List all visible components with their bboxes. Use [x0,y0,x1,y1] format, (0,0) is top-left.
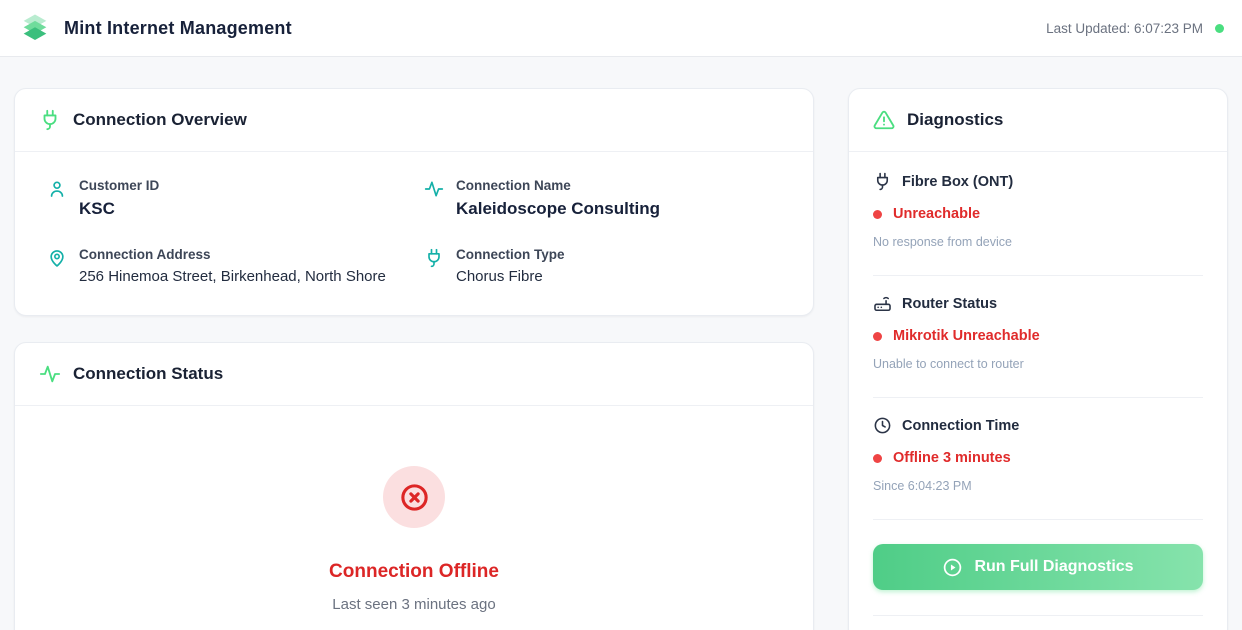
diagnostic-section-router: Router Status Mikrotik Unreachable Unabl… [873,276,1203,398]
connection-overview-header: Connection Overview [15,89,813,152]
activity-icon [39,365,61,383]
activity-icon [424,181,444,197]
main-content: Connection Overview Customer ID KSC [0,88,1242,630]
app-title: Mint Internet Management [64,17,292,38]
offline-state-label: Connection Offline [329,561,499,582]
section-detail: Unable to connect to router [873,357,1024,371]
brand: Mint Internet Management [18,11,292,45]
section-status: Mikrotik Unreachable [893,328,1040,344]
plug-icon [43,109,57,131]
run-button-label: Run Full Diagnostics [974,558,1134,575]
diagnostic-section-fibre-box: Fibre Box (ONT) Unreachable No response … [873,154,1203,276]
section-title: Fibre Box (ONT) [902,173,1014,190]
app-header: Mint Internet Management Last Updated: 6… [0,0,1242,57]
field-connection-name: Connection Name Kaleidoscope Consulting [424,178,781,219]
field-connection-type: Connection Type Chorus Fibre [424,247,781,285]
status-dot-icon [873,453,882,463]
live-status-dot-icon [1215,23,1224,33]
field-label: Connection Type [456,247,565,262]
diagnostics-title: Diagnostics [907,110,1004,129]
field-connection-address: Connection Address 256 Hinemoa Street, B… [47,247,404,285]
last-seen-label: Last seen 3 minutes ago [332,596,496,613]
connection-overview-card: Connection Overview Customer ID KSC [14,88,814,316]
router-icon [874,296,891,312]
x-circle-icon [400,483,428,511]
connection-status-title: Connection Status [73,364,224,383]
alert-triangle-icon [873,110,895,130]
section-status: Offline 3 minutes [893,450,1011,466]
status-dot-icon [873,331,882,341]
right-column: Diagnostics Fibre Box (ONT) Unreach [848,88,1228,630]
section-detail: Since 6:04:23 PM [873,479,972,493]
section-divider [873,615,1203,616]
left-column: Connection Overview Customer ID KSC [14,88,814,630]
run-full-diagnostics-button[interactable]: Run Full Diagnostics [873,544,1203,590]
user-icon [50,181,64,197]
section-title: Router Status [902,295,998,312]
play-circle-icon [944,558,962,576]
diagnostics-header: Diagnostics [849,89,1227,152]
connection-overview-title: Connection Overview [73,110,247,129]
field-label: Connection Name [456,178,571,193]
section-detail: No response from device [873,235,1012,249]
diagnostics-body: Fibre Box (ONT) Unreachable No response … [849,152,1227,630]
last-updated: Last Updated: 6:07:23 PM [1046,21,1224,36]
connection-status-card: Connection Status Connection Offline Las… [14,342,814,630]
section-title: Connection Time [902,417,1020,434]
field-value: KSC [79,199,115,218]
field-customer-id: Customer ID KSC [47,178,404,219]
last-updated-text: Last Updated: 6:07:23 PM [1046,20,1203,36]
field-value: Chorus Fibre [456,268,543,285]
layers-logo-icon [23,14,47,41]
plug-icon [428,248,440,268]
plug-icon [876,172,889,191]
field-value: 256 Hinemoa Street, Birkenhead, North Sh… [79,268,386,285]
diagnostics-card: Diagnostics Fibre Box (ONT) Unreach [848,88,1228,630]
field-value: Kaleidoscope Consulting [456,199,661,218]
map-pin-icon [50,250,64,267]
connection-status-body: Connection Offline Last seen 3 minutes a… [15,406,813,613]
field-label: Connection Address [79,247,211,262]
clock-icon [874,417,891,434]
diagnostic-section-connection-time: Connection Time Offline 3 minutes Since … [873,398,1203,520]
overview-fields: Customer ID KSC Connection Name Kaleidos… [15,152,813,315]
section-status: Unreachable [893,206,981,222]
offline-indicator [383,466,445,528]
status-dot-icon [873,209,882,219]
connection-status-header: Connection Status [15,343,813,406]
field-label: Customer ID [79,178,160,193]
